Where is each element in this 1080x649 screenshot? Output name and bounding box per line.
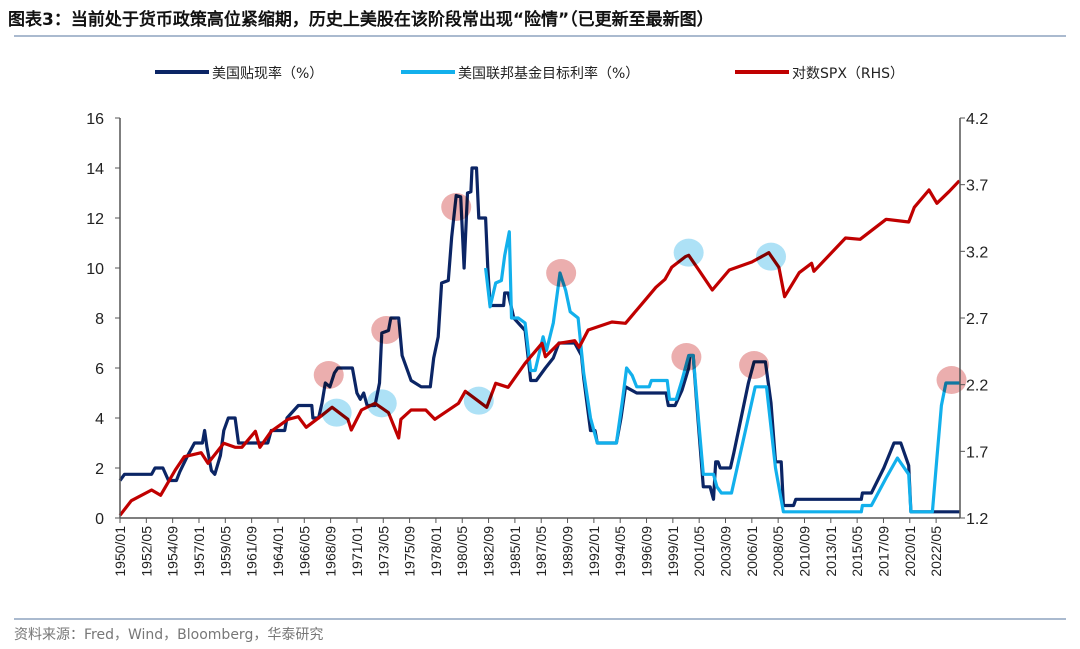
x-tick-label: 1954/09 — [165, 526, 181, 577]
left-tick-label: 4 — [95, 411, 104, 428]
axes: 0 2 4 6 8 10 12 14 16 1.2 1.7 2.2 2.7 3.2 3.7 4.2 1950/0… — [86, 111, 988, 577]
x-tick-label: 1964/01 — [270, 526, 286, 577]
x-tick-label: 2017/09 — [875, 526, 891, 577]
x-tick-label: 1973/05 — [375, 526, 391, 577]
highlights — [313, 193, 967, 427]
x-tick-label: 1980/05 — [454, 526, 470, 577]
tightening-peak-highlight — [671, 343, 702, 371]
tightening-peak-highlight — [371, 316, 402, 344]
x-tick-label: 1971/01 — [349, 526, 365, 577]
spx-top-highlight — [366, 389, 397, 418]
x-tick-label: 1966/05 — [296, 526, 312, 577]
right-tick-label: 2.2 — [966, 378, 988, 395]
x-tick-label: 1968/09 — [323, 526, 339, 577]
discount-rate-line — [118, 166, 960, 514]
x-tick-label: 2008/05 — [770, 526, 786, 577]
x-tick-label: 1994/05 — [612, 526, 628, 577]
x-tick-label: 1989/09 — [560, 526, 576, 577]
x-tick-label: 1992/01 — [586, 526, 602, 577]
spx-top-highlight — [463, 386, 494, 415]
series-lines — [118, 166, 961, 517]
x-tick-label: 1950/01 — [112, 526, 128, 577]
legend-label-spx: 对数SPX（RHS） — [792, 66, 904, 82]
x-tick-label: 1959/05 — [217, 526, 233, 577]
left-tick-label: 6 — [95, 361, 104, 378]
x-tick-label: 1957/01 — [191, 526, 207, 577]
tightening-peak-highlight — [441, 193, 472, 221]
right-tick-label: 1.2 — [966, 511, 988, 528]
x-tick-label: 2015/05 — [849, 526, 865, 577]
left-tick-label: 16 — [86, 111, 104, 128]
log-spx-line — [118, 179, 961, 517]
left-tick-label: 14 — [86, 161, 104, 178]
x-tick-label: 2001/05 — [691, 526, 707, 577]
x-tick-label: 1982/09 — [481, 526, 497, 577]
tightening-peak-highlight — [313, 361, 344, 389]
spx-top-highlight — [321, 398, 352, 427]
right-tick-label: 1.7 — [966, 444, 988, 461]
x-tick-label: 2006/01 — [744, 526, 760, 577]
x-tick-label: 1999/01 — [665, 526, 681, 577]
x-tick-label: 1987/05 — [533, 526, 549, 577]
right-tick-label: 2.7 — [966, 311, 988, 328]
x-tick-label: 1978/01 — [428, 526, 444, 577]
x-tick-label: 2020/01 — [902, 526, 918, 577]
x-tick-label: 1996/09 — [639, 526, 655, 577]
x-tick-label: 1961/09 — [244, 526, 260, 577]
chart-title: 图表3：当前处于货币政策高位紧缩期，历史上美股在该阶段常出现“险情”（已更新至最… — [8, 9, 714, 30]
x-tick-label: 2003/09 — [718, 526, 734, 577]
tightening-peak-highlight — [936, 366, 967, 394]
x-tick-label: 2010/09 — [796, 526, 812, 577]
spx-top-highlight — [756, 242, 787, 271]
spx-top-highlight — [673, 238, 704, 267]
tightening-peak-highlight — [739, 351, 770, 379]
tightening-peak-highlight — [546, 259, 577, 287]
x-tick-label: 1952/05 — [138, 526, 154, 577]
legend: 美国贴现率（%） 美国联邦基金目标利率（%） 对数SPX（RHS） — [155, 65, 904, 82]
left-tick-label: 8 — [95, 311, 104, 328]
legend-label-discount-rate: 美国贴现率（%） — [212, 65, 323, 82]
fed-funds-target-line — [484, 230, 960, 514]
x-tick-label: 2013/01 — [823, 526, 839, 577]
source-note: 资料来源：Fred，Wind，Bloomberg，华泰研究 — [14, 627, 323, 643]
right-tick-label: 4.2 — [966, 111, 988, 128]
x-tick-label: 1985/01 — [507, 526, 523, 577]
right-tick-label: 3.7 — [966, 178, 988, 195]
left-tick-label: 2 — [95, 461, 104, 478]
x-tick-label: 1975/09 — [402, 526, 418, 577]
left-tick-label: 10 — [86, 261, 104, 278]
legend-label-fed-funds: 美国联邦基金目标利率（%） — [458, 65, 639, 82]
right-tick-label: 3.2 — [966, 244, 988, 261]
left-tick-label: 12 — [86, 211, 104, 228]
x-tick-label: 2022/05 — [928, 526, 944, 577]
left-tick-label: 0 — [95, 511, 104, 528]
